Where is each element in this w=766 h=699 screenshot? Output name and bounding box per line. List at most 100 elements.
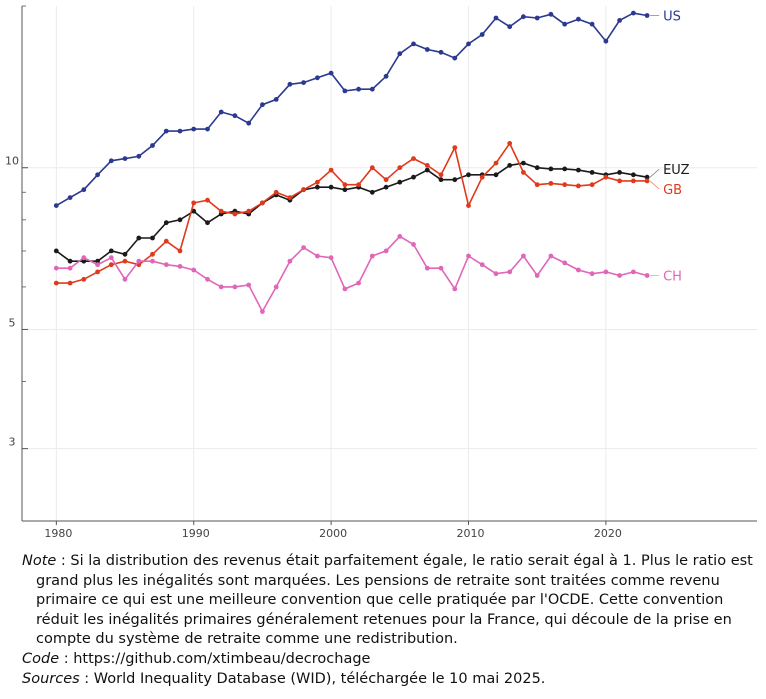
note-label: Note [22,553,57,569]
data-point [452,55,458,61]
data-point [479,262,485,268]
data-point [424,163,430,168]
data-point [136,258,142,264]
data-point [136,153,142,159]
data-point [328,255,334,261]
data-point [67,258,73,264]
x-tick-label: 1990 [182,527,210,540]
series-ch [53,234,650,314]
data-point [438,177,444,183]
data-point [493,15,499,21]
data-point [81,258,87,264]
data-point [644,178,650,184]
data-point [218,284,224,290]
note-paragraph: Note : Si la distribution des revenus ét… [22,552,757,650]
series-label-euz: EUZ [663,163,690,178]
data-point [205,220,210,226]
data-point [356,86,361,92]
data-point [260,200,265,206]
data-point [108,262,114,268]
chart-notes: Note : Si la distribution des revenus ét… [22,552,757,689]
data-point [301,187,306,193]
data-point [617,273,622,278]
data-point [452,145,458,151]
data-point [383,177,389,183]
data-point [163,220,169,226]
data-point [95,262,100,268]
data-point [218,109,224,115]
data-point [328,70,334,76]
x-tick-label: 1980 [44,527,72,540]
data-point [81,187,87,193]
data-point [411,156,416,162]
data-point [95,172,100,178]
data-point [534,182,540,188]
data-point [411,174,416,180]
data-point [53,265,59,271]
data-point [108,158,114,164]
data-point [356,182,361,188]
data-point [631,172,636,178]
data-point [397,234,403,239]
data-point [603,269,609,275]
data-point [122,258,128,264]
data-point [150,258,155,264]
chart-tick-labels: 1980 1990 2000 2010 2020 3 5 10 [5,155,622,540]
data-point [315,184,320,190]
data-point [548,11,554,17]
data-point [122,276,128,282]
data-point [150,143,155,148]
data-point [603,38,609,44]
data-point [53,248,59,254]
data-point [328,184,334,190]
data-point [479,174,485,180]
data-point [521,253,526,259]
data-point [177,264,183,269]
series-label-us: US [663,10,681,25]
data-point [576,183,581,189]
data-point [411,41,416,47]
data-point [631,178,636,184]
series-line [56,141,648,284]
data-point [81,255,87,261]
data-point [177,128,183,134]
data-point [273,189,279,195]
data-point [67,265,73,271]
data-point [163,128,169,134]
data-point [589,170,595,175]
data-point [136,235,142,241]
data-point [328,167,334,173]
data-point [163,238,169,244]
code-text: : https://github.com/xtimbeau/decrochage [59,650,371,667]
data-point [466,203,471,209]
data-point [191,126,197,132]
data-point [273,97,279,102]
data-point [534,273,540,278]
data-point [122,156,128,162]
data-point [108,255,114,261]
data-point [452,177,458,183]
data-point [424,47,430,52]
data-point [67,280,73,286]
data-point [562,182,568,188]
data-point [301,245,306,251]
data-point [273,284,279,290]
data-point [191,267,197,273]
data-point [301,80,306,85]
data-point [452,286,458,292]
data-point [603,174,609,180]
data-point [617,170,622,175]
series-line [55,162,648,263]
data-point [397,51,403,57]
data-point [548,166,554,172]
data-point [576,167,581,173]
series-line [56,235,648,314]
data-point [617,18,622,23]
data-point [95,258,100,264]
data-point [95,269,100,275]
data-point [548,181,554,186]
data-point [81,276,87,282]
data-point [383,73,389,79]
series-us [53,10,650,209]
data-point [163,262,169,268]
